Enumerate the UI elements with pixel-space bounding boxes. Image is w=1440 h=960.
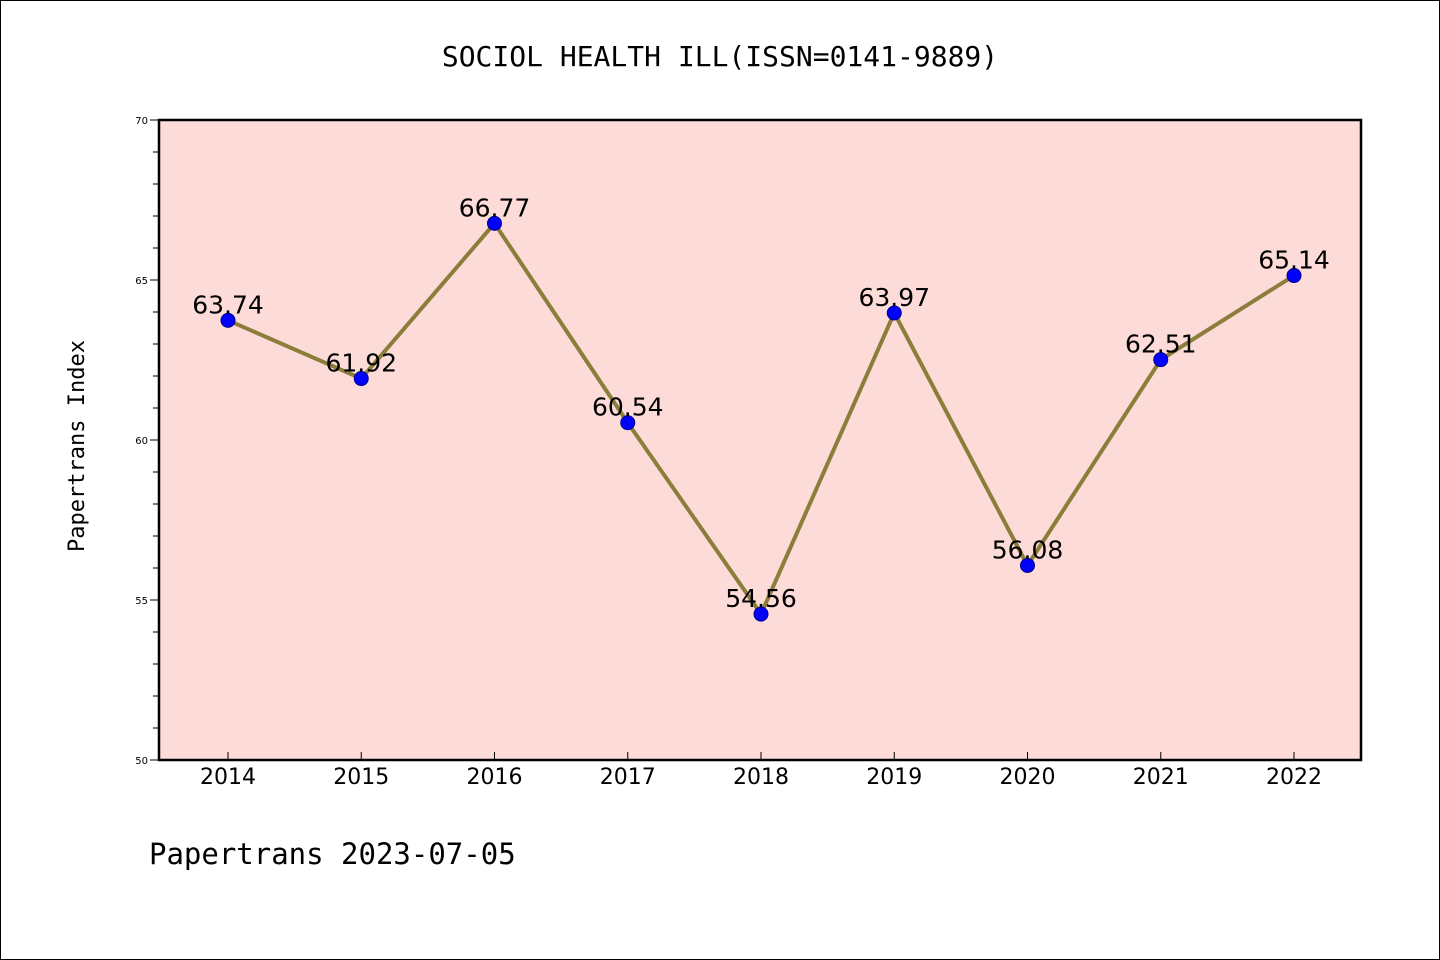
data-label: 61.92 [325,349,397,378]
data-point [1286,268,1302,284]
y-axis-label: Papertrans Index [65,340,90,552]
x-tick-label: 2017 [600,765,656,790]
x-tick-label: 2015 [333,765,389,790]
chart-title: SOCIOL HEALTH ILL(ISSN=0141-9889) [442,40,998,73]
data-point [487,215,502,231]
data-point [1020,557,1035,573]
y-tick-label: 55 [135,596,148,607]
x-tick-label: 2016 [467,765,523,790]
data-point [220,312,236,328]
data-label: 62.51 [1125,330,1197,359]
y-axis: 50 55 60 65 70 [135,116,159,767]
data-point [620,415,636,431]
data-label: 60.54 [592,393,664,422]
data-label: 66.77 [459,193,531,222]
data-point [353,371,369,387]
x-tick-label: 2022 [1266,765,1322,790]
series-group: 63.74 61.92 66.77 60.54 54.56 63.97 56.08 62.51… [192,193,1330,622]
plot-area [157,118,1363,762]
x-tick-label: 2014 [200,765,256,790]
x-tick-label: 2018 [733,765,789,790]
y-tick-label: 65 [135,276,148,287]
data-label: 63.97 [858,283,930,312]
y-tick-label: 60 [135,436,148,447]
x-tick-label: 2019 [866,765,922,790]
x-tick-label: 2020 [1000,765,1056,790]
x-tick-label: 2021 [1133,765,1189,790]
data-label: 56.08 [992,535,1064,564]
data-point [886,305,902,321]
data-point [1153,352,1169,368]
data-label: 63.74 [192,290,264,319]
data-point [753,606,769,622]
x-axis: 2014 2015 2016 2017 2018 2019 2020 2021 2022 [200,752,1322,790]
y-tick-label: 50 [135,756,148,767]
y-tick-label: 70 [135,116,148,127]
footer-text: Papertrans 2023-07-05 [149,837,516,871]
data-label: 54.56 [725,584,797,613]
data-label: 65.14 [1258,246,1330,275]
